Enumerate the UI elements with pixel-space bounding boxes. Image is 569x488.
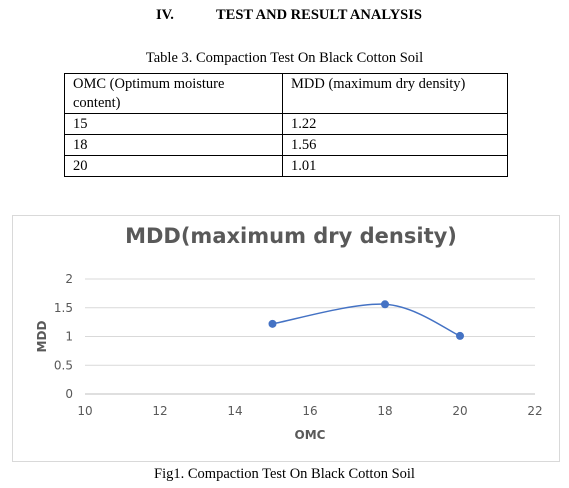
table-row: 15 1.22 <box>64 113 508 135</box>
table-cell-omc: 20 <box>64 155 283 177</box>
x-tick-label: 10 <box>77 404 92 418</box>
mdd-chart: MDD(maximum dry density) 0 0.5 1 1.5 2 10 12 14 1… <box>35 224 543 442</box>
table-header-omc: OMC (Optimum moisture content) <box>64 73 283 114</box>
y-axis-label: MDD <box>35 321 49 353</box>
section-number: IV. <box>156 7 174 23</box>
table-cell-mdd: 1.56 <box>282 134 508 156</box>
table-row: 18 1.56 <box>64 134 508 156</box>
series-line <box>272 303 461 337</box>
y-tick-label: 1 <box>65 330 73 344</box>
x-tick-label: 14 <box>227 404 242 418</box>
y-tick-label: 2 <box>65 272 73 286</box>
table-header-row: OMC (Optimum moisture content) MDD (maxi… <box>64 73 508 114</box>
table-cell-mdd: 1.01 <box>282 155 508 177</box>
data-point <box>268 319 277 328</box>
x-tick-label: 12 <box>152 404 167 418</box>
table-cell-omc: 15 <box>64 113 283 135</box>
x-tick-label: 20 <box>452 404 467 418</box>
x-tick-label: 22 <box>527 404 542 418</box>
table-cell-omc: 18 <box>64 134 283 156</box>
x-tick-label: 16 <box>302 404 317 418</box>
table-cell-mdd: 1.22 <box>282 113 508 135</box>
data-point <box>456 331 464 340</box>
chart-frame: MDD(maximum dry density) 0 0.5 1 1.5 2 10 12 14 1… <box>12 215 560 462</box>
data-point <box>381 300 389 309</box>
y-tick-label: 1.5 <box>54 301 73 315</box>
table-row: 20 1.01 <box>64 155 508 177</box>
chart-title: MDD(maximum dry density) <box>125 224 457 248</box>
figure-caption: Fig1. Compaction Test On Black Cotton So… <box>154 466 415 482</box>
compaction-table: OMC (Optimum moisture content) MDD (maxi… <box>64 73 508 177</box>
table-header-mdd: MDD (maximum dry density) <box>282 73 508 114</box>
table-caption: Table 3. Compaction Test On Black Cotton… <box>145 50 424 66</box>
x-axis-label: OMC <box>295 428 326 442</box>
y-tick-label: 0.5 <box>54 358 73 372</box>
y-tick-label: 0 <box>65 387 73 401</box>
section-title: TEST AND RESULT ANALYSIS <box>216 7 422 23</box>
section-heading: IV. TEST AND RESULT ANALYSIS <box>0 7 569 27</box>
x-tick-label: 18 <box>377 404 392 418</box>
